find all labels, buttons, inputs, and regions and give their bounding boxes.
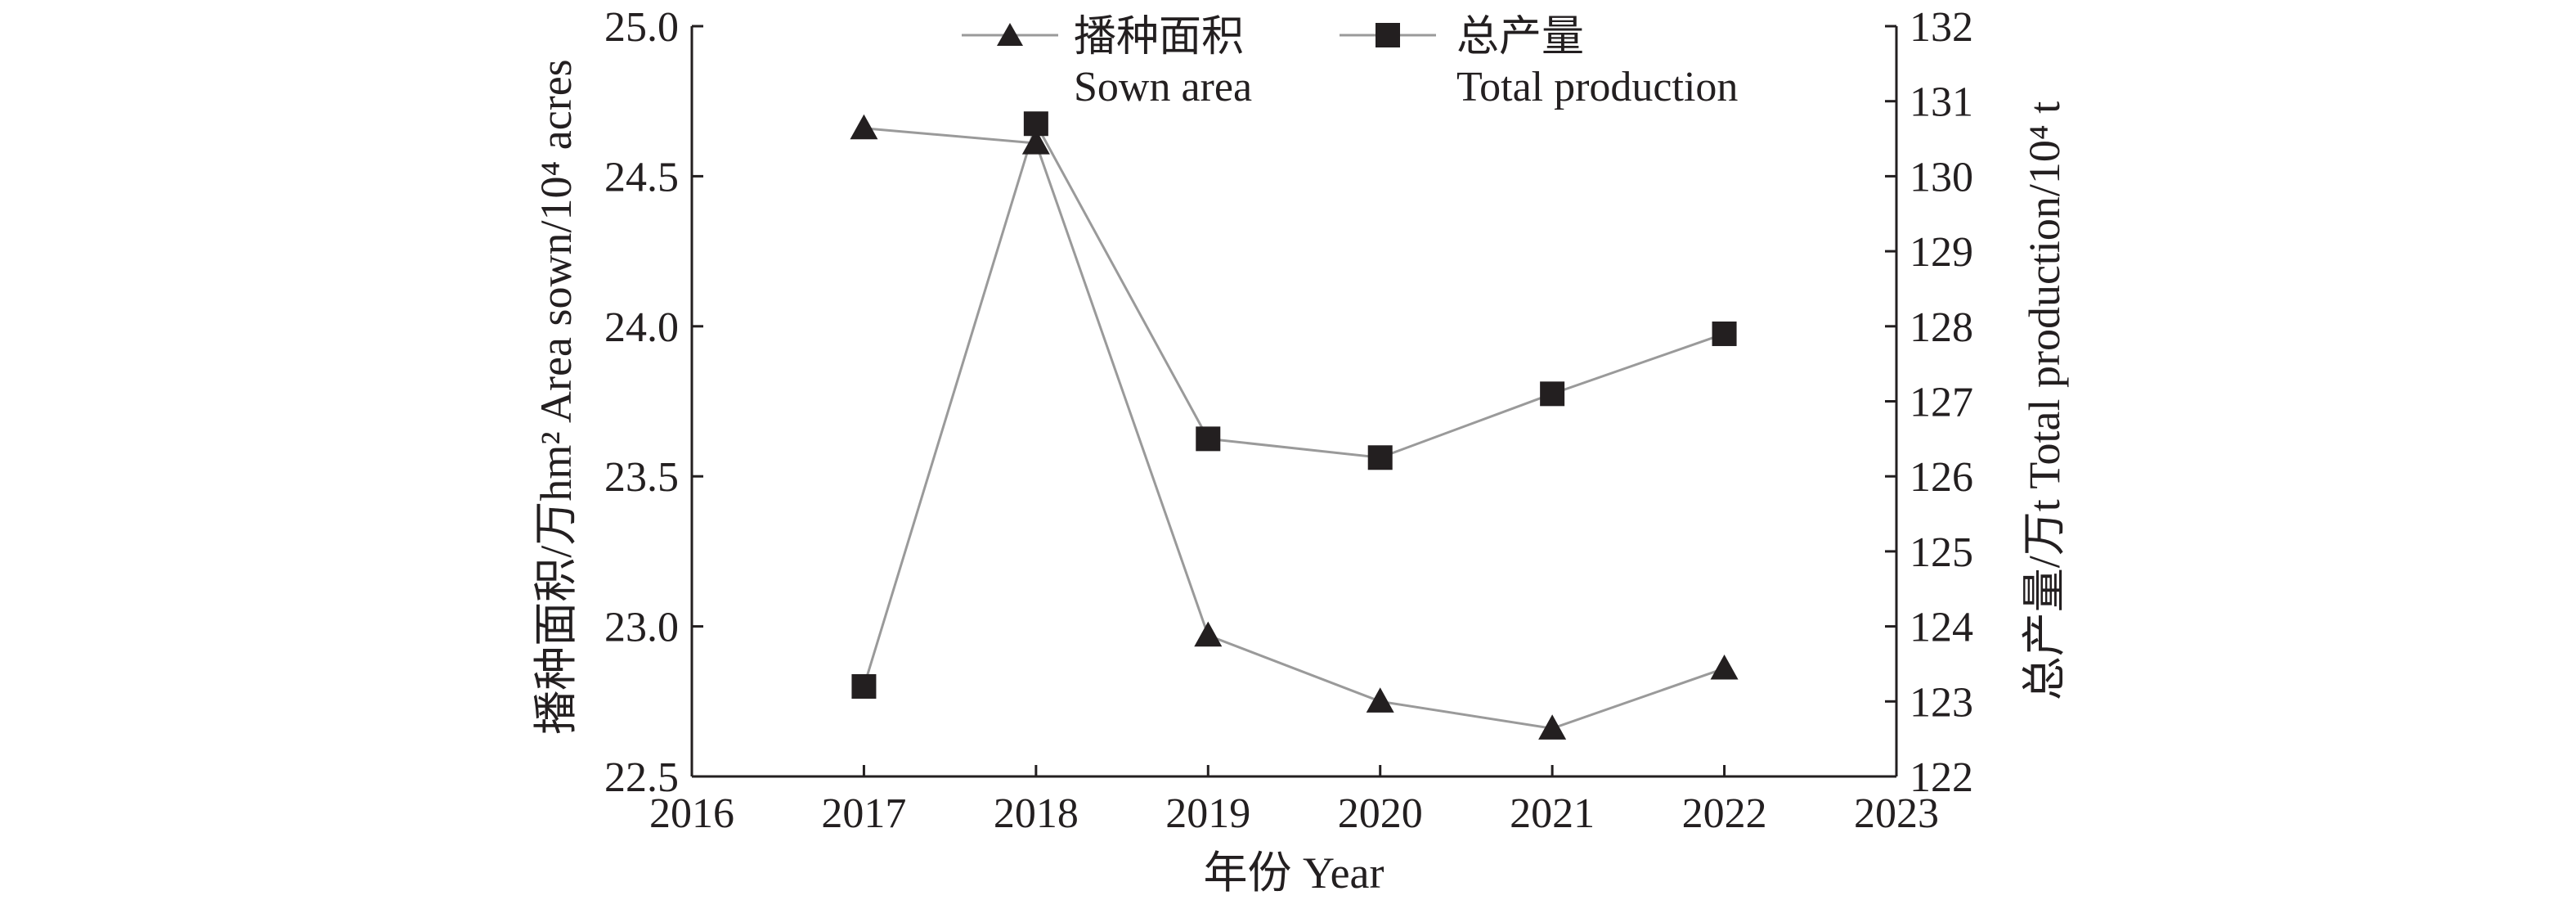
legend-label-sown-area-en: Sown area [1074,64,1252,110]
sown-area-point [1538,714,1567,740]
right-y-tick-label: 125 [1910,529,1973,576]
total-production-point [851,673,877,699]
total-production-point [1023,111,1048,137]
total-production-point [1712,321,1737,346]
left-y-tick-label: 25.0 [604,4,679,51]
sown-area-point [1366,687,1394,713]
x-tick-label: 2017 [821,790,906,837]
legend-label-total-production: 总产量 [1456,14,1584,61]
left-y-tick-label: 23.0 [604,605,679,651]
legend-square-icon [1376,23,1400,47]
total-production-point [1196,426,1221,452]
series-lines [862,120,1726,730]
right-y-tick-label: 126 [1910,454,1973,501]
total-production-point [1367,445,1393,470]
legend-item-sown-area: 播种面积 Sown area [962,14,1252,110]
left-y-tick-label: 24.0 [604,304,679,351]
total-production-line [862,120,1726,687]
right-y-tick-label: 123 [1910,679,1973,726]
right-y-tick-label: 124 [1910,605,1973,651]
right-y-tick-label: 127 [1910,380,1973,426]
right-y-tick-label: 131 [1910,79,1973,126]
sown-area-point [1710,654,1739,680]
sown-area-point [1194,621,1223,647]
right-y-tick-label: 128 [1910,304,1973,351]
legend-triangle-icon [997,23,1023,46]
left-y-axis-title: 播种面积/万hm² Area sown/10⁴ acres [532,59,581,734]
sown-area-point [850,114,878,140]
left-y-tick-label: 24.5 [604,154,679,200]
x-tick-label: 2019 [1165,790,1250,837]
legend-label-total-production-en: Total production [1456,64,1738,110]
x-tick-label: 2020 [1338,790,1423,837]
left-y-tick-label: 23.5 [604,454,679,501]
x-tick-label: 2023 [1854,790,1939,837]
legend-item-total-production: 总产量 Total production [1340,14,1738,110]
right-y-tick-label: 122 [1910,754,1973,801]
total-production-point [1540,381,1565,407]
x-tick-label: 2018 [994,790,1079,837]
right-y-tick-label: 132 [1910,4,1973,51]
x-tick-label: 2021 [1510,790,1595,837]
x-tick-label: 2016 [649,790,734,837]
sown-area-point [1021,129,1050,155]
right-y-axis-title: 总产量/万t Total production/10⁴ t [2020,101,2069,701]
legend-label-sown-area: 播种面积 [1074,14,1244,61]
series-markers [850,111,1739,740]
ticks: 2016 2017 2018 2019 2020 2021 2022 2023 22.5 23.0… [604,4,1973,837]
right-y-tick-label: 130 [1910,154,1973,200]
sown-area-line [864,127,1726,730]
legend: 播种面积 Sown area 总产量 Total production [962,14,1738,110]
right-y-tick-label: 129 [1910,229,1973,276]
x-tick-label: 2022 [1682,790,1767,837]
left-y-tick-label: 22.5 [604,754,679,801]
x-axis-title: 年份 Year [1203,848,1384,898]
